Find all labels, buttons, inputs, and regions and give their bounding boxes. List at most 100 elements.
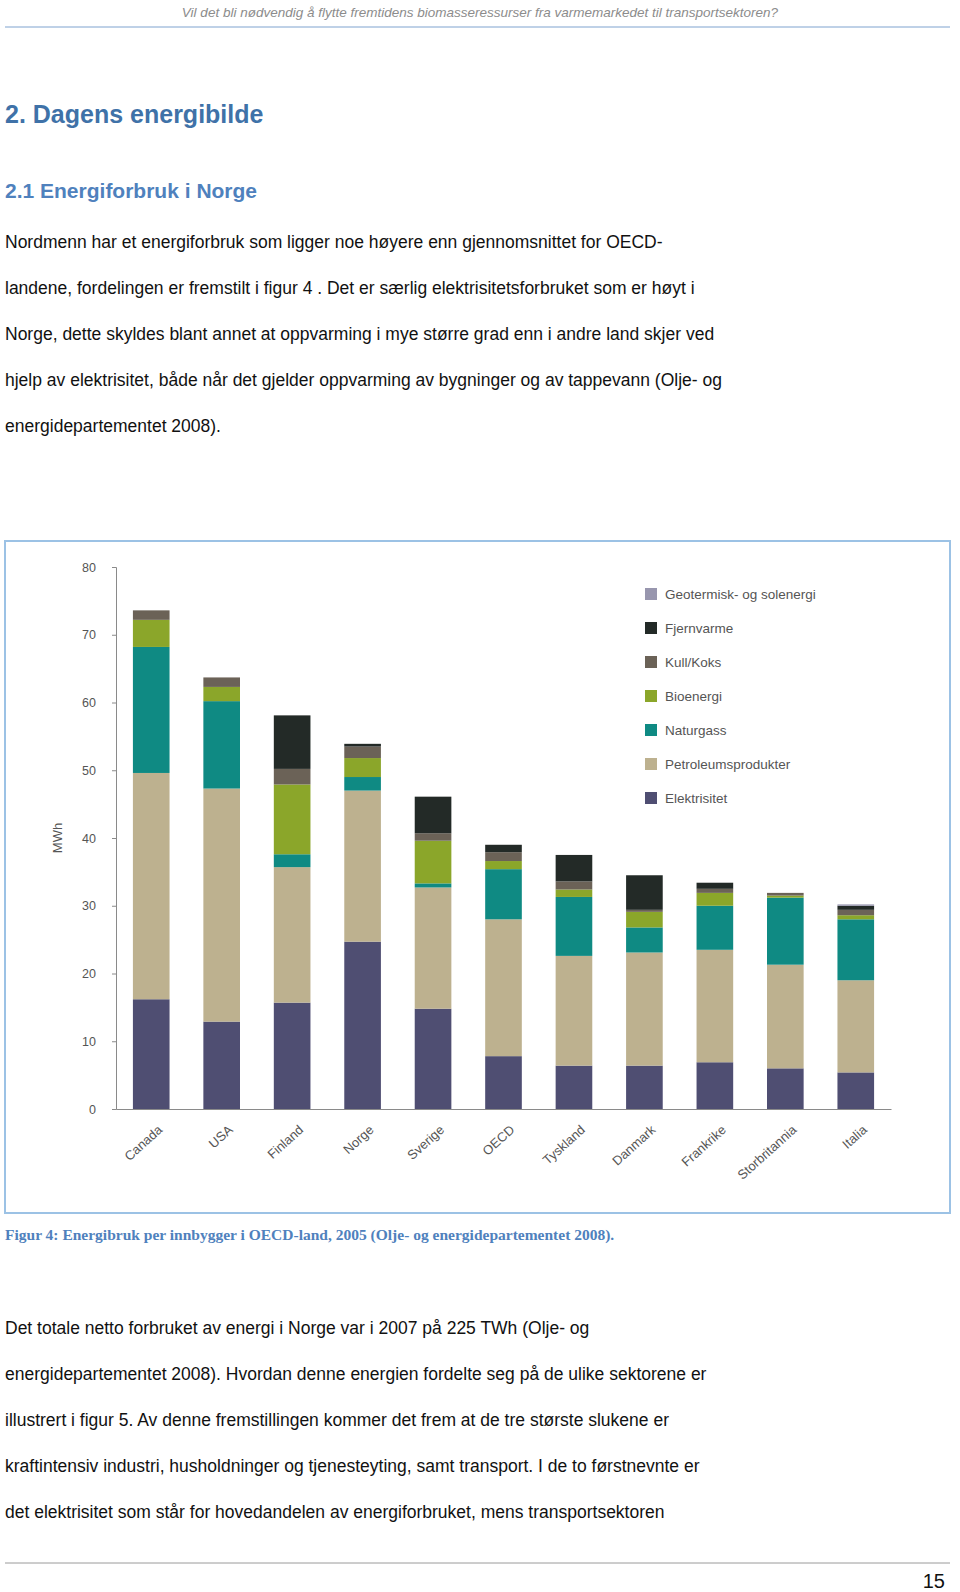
y-tick-label: 40	[82, 832, 96, 846]
series-6	[837, 904, 874, 905]
bar-segment	[415, 841, 452, 884]
bar-segment	[626, 952, 663, 1065]
legend: Geotermisk- og solenergiFjernvarmeKull/K…	[645, 587, 816, 806]
bar-segment	[837, 906, 874, 910]
legend-swatch	[645, 758, 657, 770]
x-tick-label: Frankrike	[679, 1122, 729, 1169]
y-tick-mark	[112, 703, 116, 704]
bar-segment	[767, 893, 804, 896]
bar-segment	[767, 892, 804, 893]
y-tick: 50	[82, 764, 116, 778]
bar-segment	[415, 796, 452, 797]
bar-segment	[556, 889, 593, 896]
bar-segment	[344, 942, 381, 1109]
legend-item: Kull/Koks	[645, 655, 722, 670]
paragraph-line: hjelp av elektrisitet, både når det gjel…	[5, 370, 722, 390]
bar-segment	[415, 887, 452, 1008]
bar-segment	[133, 610, 170, 611]
legend-swatch	[645, 588, 657, 600]
y-axis: 01020304050607080	[82, 561, 116, 1117]
bar-segment	[837, 904, 874, 905]
bar-segment	[274, 769, 311, 785]
x-tick: Danmark	[609, 1109, 659, 1169]
bar-segment	[203, 677, 240, 678]
y-tick-mark	[112, 974, 116, 975]
legend-item: Petroleumsprodukter	[645, 757, 791, 772]
bar-segment	[415, 833, 452, 840]
bar-segment	[837, 910, 874, 915]
series-3	[133, 620, 874, 928]
y-tick: 20	[82, 967, 116, 981]
bar-segment	[837, 1072, 874, 1109]
chart: 01020304050607080CanadaUSAFinlandNorgeSv…	[50, 561, 892, 1183]
bar-segment	[697, 889, 734, 893]
bar-segment	[767, 1068, 804, 1109]
bar-segment	[485, 869, 522, 919]
figure-frame	[5, 541, 950, 1213]
bar-segment	[556, 854, 593, 855]
legend-swatch	[645, 656, 657, 668]
y-tick: 60	[82, 696, 116, 710]
bar-segment	[837, 980, 874, 1072]
bar-segment	[203, 701, 240, 788]
bar-segment	[556, 956, 593, 1066]
bar-segment	[837, 919, 874, 980]
y-tick: 30	[82, 899, 116, 913]
y-tick-label: 0	[89, 1103, 96, 1117]
y-axis-line	[112, 568, 117, 1110]
bar-segment	[485, 861, 522, 869]
legend-item: Geotermisk- og solenergi	[645, 587, 816, 602]
series-4	[133, 610, 874, 915]
bar-segment	[485, 844, 522, 845]
bar-segment	[485, 852, 522, 861]
bar-segment	[203, 677, 240, 678]
series-5	[274, 715, 874, 909]
x-tick-label: Storbritannia	[735, 1122, 800, 1183]
y-tick-mark	[112, 1109, 116, 1110]
x-tick-label: Sverige	[404, 1122, 447, 1163]
bar-segment	[485, 1056, 522, 1109]
bar-segment	[767, 892, 804, 893]
y-tick-label: 10	[82, 1035, 96, 1049]
bar-segment	[344, 747, 381, 759]
bar-segment	[133, 647, 170, 773]
bar-segment	[344, 744, 381, 747]
y-tick-label: 60	[82, 696, 96, 710]
x-tick: Tyskland	[540, 1109, 588, 1168]
y-tick: 40	[82, 832, 116, 846]
paragraph-line: landene, fordelingen er fremstilt i figu…	[5, 278, 695, 298]
x-tick: Storbritannia	[735, 1109, 800, 1183]
y-tick-label: 20	[82, 967, 96, 981]
paragraph-line: Norge, dette skyldes blant annet at oppv…	[5, 324, 714, 344]
bar-segment	[203, 789, 240, 1022]
x-axis-line	[117, 1109, 892, 1110]
bar-segment	[767, 898, 804, 965]
y-tick-mark	[112, 838, 116, 839]
page-number: 15	[923, 1570, 945, 1592]
bar-segment	[697, 882, 734, 883]
running-header: Vil det bli nødvendig å flytte fremtiden…	[182, 5, 779, 20]
bar-segment	[274, 715, 311, 716]
paragraph-line: kraftintensiv industri, husholdninger og…	[5, 1456, 700, 1476]
bar-segment	[344, 777, 381, 791]
bar-segment	[697, 893, 734, 906]
bar-segment	[415, 797, 452, 834]
subheading: 2.1 Energiforbruk i Norge	[5, 179, 257, 202]
bar-segment	[274, 867, 311, 1003]
bar-segment	[133, 610, 170, 611]
bar-segment	[556, 881, 593, 889]
legend-label: Petroleumsprodukter	[665, 757, 791, 772]
bar-segment	[626, 875, 663, 910]
bar-segment	[626, 912, 663, 928]
x-tick: Frankrike	[679, 1109, 729, 1169]
bar-segment	[556, 855, 593, 881]
series-1	[133, 773, 874, 1072]
bar-segment	[485, 845, 522, 852]
y-tick-mark	[112, 770, 116, 771]
y-tick: 80	[82, 561, 116, 575]
legend-label: Bioenergi	[665, 689, 722, 704]
bar-segment	[415, 1009, 452, 1109]
bar-segment	[133, 620, 170, 647]
bar-segment	[203, 1022, 240, 1109]
heading: 2. Dagens energibilde	[5, 100, 264, 128]
